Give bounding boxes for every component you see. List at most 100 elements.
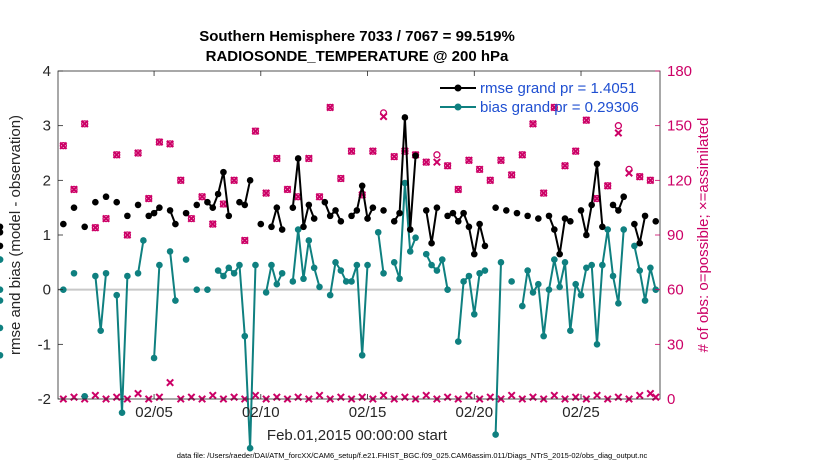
y-right-tick-label-3: 90 [667,227,684,244]
rmse-point-97 [577,207,585,214]
bias-point-63 [396,275,403,283]
bias-point-77 [470,310,478,318]
bias-point-90 [540,332,547,340]
obs-possible-0 [59,142,67,150]
rmse-point-39 [268,223,275,231]
obs-possible-27 [347,147,356,155]
bias-point-74 [454,338,462,345]
bias-point-62 [390,259,398,266]
rmse-point-76 [465,223,473,231]
bias-point-108 [636,267,644,274]
bias-point-64 [401,179,409,187]
obs-possible-40 [486,176,494,184]
rmse-point-62 [390,218,398,225]
rmse-point-28 [209,204,217,211]
bias-point-43 [289,278,297,285]
rmse-point-33 [236,198,243,206]
rmse-point-116 [0,242,4,250]
obs-possible-31 [390,152,398,161]
obs-possible-52 [614,122,623,130]
rmse-point-113 [0,228,4,236]
obs-possible-19 [262,189,270,197]
rmse-point-107 [631,220,638,228]
y-left-tick-label-1: -1 [38,336,51,353]
obs-possible-43 [518,151,526,159]
bias-point-76 [465,272,473,280]
obs-possible-16 [230,176,238,184]
obs-assimilated-8 [144,194,153,203]
rmse-point-81 [492,204,499,211]
rmse-point-64 [401,114,409,121]
bias-point-71 [438,256,446,263]
bias-point-89 [535,280,542,288]
bias-point-30 [220,272,227,280]
obs-assimilated-74 [251,391,260,400]
bias-point-32 [230,269,238,277]
y-left-tick-label-2: 0 [43,282,51,299]
bias-point-97 [577,291,585,299]
obs-possible-32 [401,147,409,155]
rmse-point-103 [609,201,617,209]
obs-assimilated-44 [529,119,537,128]
obs-possible-49 [582,116,591,124]
rmse-point-115 [0,223,4,231]
obs-assimilated-15 [219,200,228,208]
obs-assimilated-21 [283,185,292,194]
obs-possible-46 [550,103,558,112]
legend: rmse grand pr = 1.4051 bias grand pr = 0… [440,80,639,116]
obs-assimilated-51 [603,181,612,190]
bias-point-103 [609,272,617,280]
obs-assimilated-59 [91,391,100,400]
obs-assimilated-41 [497,156,505,165]
bias-point-66 [412,234,419,242]
bias-point-55 [353,261,361,269]
rmse-point-0 [60,220,67,228]
obs-possible-39 [475,165,484,174]
obs-possible-8 [145,194,153,203]
rmse-point-10 [113,198,121,206]
bias-point-95 [567,327,574,334]
y-right-tick-label-4: 120 [667,172,692,189]
bias-point-91 [545,286,553,293]
bias-point-18 [156,261,163,269]
obs-assimilated-5 [112,150,121,159]
rmse-point-60 [380,207,387,214]
rmse-point-25 [193,201,201,209]
rmse-point-55 [353,207,361,214]
obs-assimilated-9 [155,138,164,146]
bias-point-105 [620,226,628,233]
obs-possible-20 [273,154,281,163]
legend-rmse-marker [454,84,462,92]
obs-possible-38 [465,156,473,164]
bias-point-65 [406,248,414,255]
obs-assimilated-10 [166,139,174,148]
rmse-point-109 [641,212,649,220]
rmse-point-83 [502,207,510,214]
bias-point-93 [556,283,563,291]
legend-bias-marker [454,103,462,111]
obs-assimilated-0 [59,141,68,150]
obs-assimilated-53 [625,169,633,177]
obs-possible-26 [337,174,345,183]
obs-possible-51 [604,182,612,190]
obs-possible-2 [81,120,89,128]
rmse-point-20 [166,207,174,214]
bias-point-35 [246,444,254,452]
rmse-point-101 [599,223,606,231]
bias-point-53 [342,278,350,285]
y-left-tick-label-5: 3 [43,118,51,135]
obs-assimilated-36 [443,161,452,170]
bias-point-70 [433,267,441,274]
rmse-point-79 [481,242,489,250]
obs-assimilated-80 [315,391,324,400]
y-left-tick-label-0: -2 [38,391,51,408]
chart-title: Southern Hemisphere 7033 / 7067 = 99.519… [199,28,515,45]
bias-point-87 [524,267,531,274]
plot-area [58,71,660,399]
rmse-point-68 [422,207,430,214]
rmse-point-34 [241,201,249,209]
bias-point-69 [428,261,435,269]
y-axis-right-label: # of obs: o=possible; ×=assimilated [695,118,712,353]
rmse-point-18 [156,204,163,211]
obs-assimilated-14 [208,220,217,228]
